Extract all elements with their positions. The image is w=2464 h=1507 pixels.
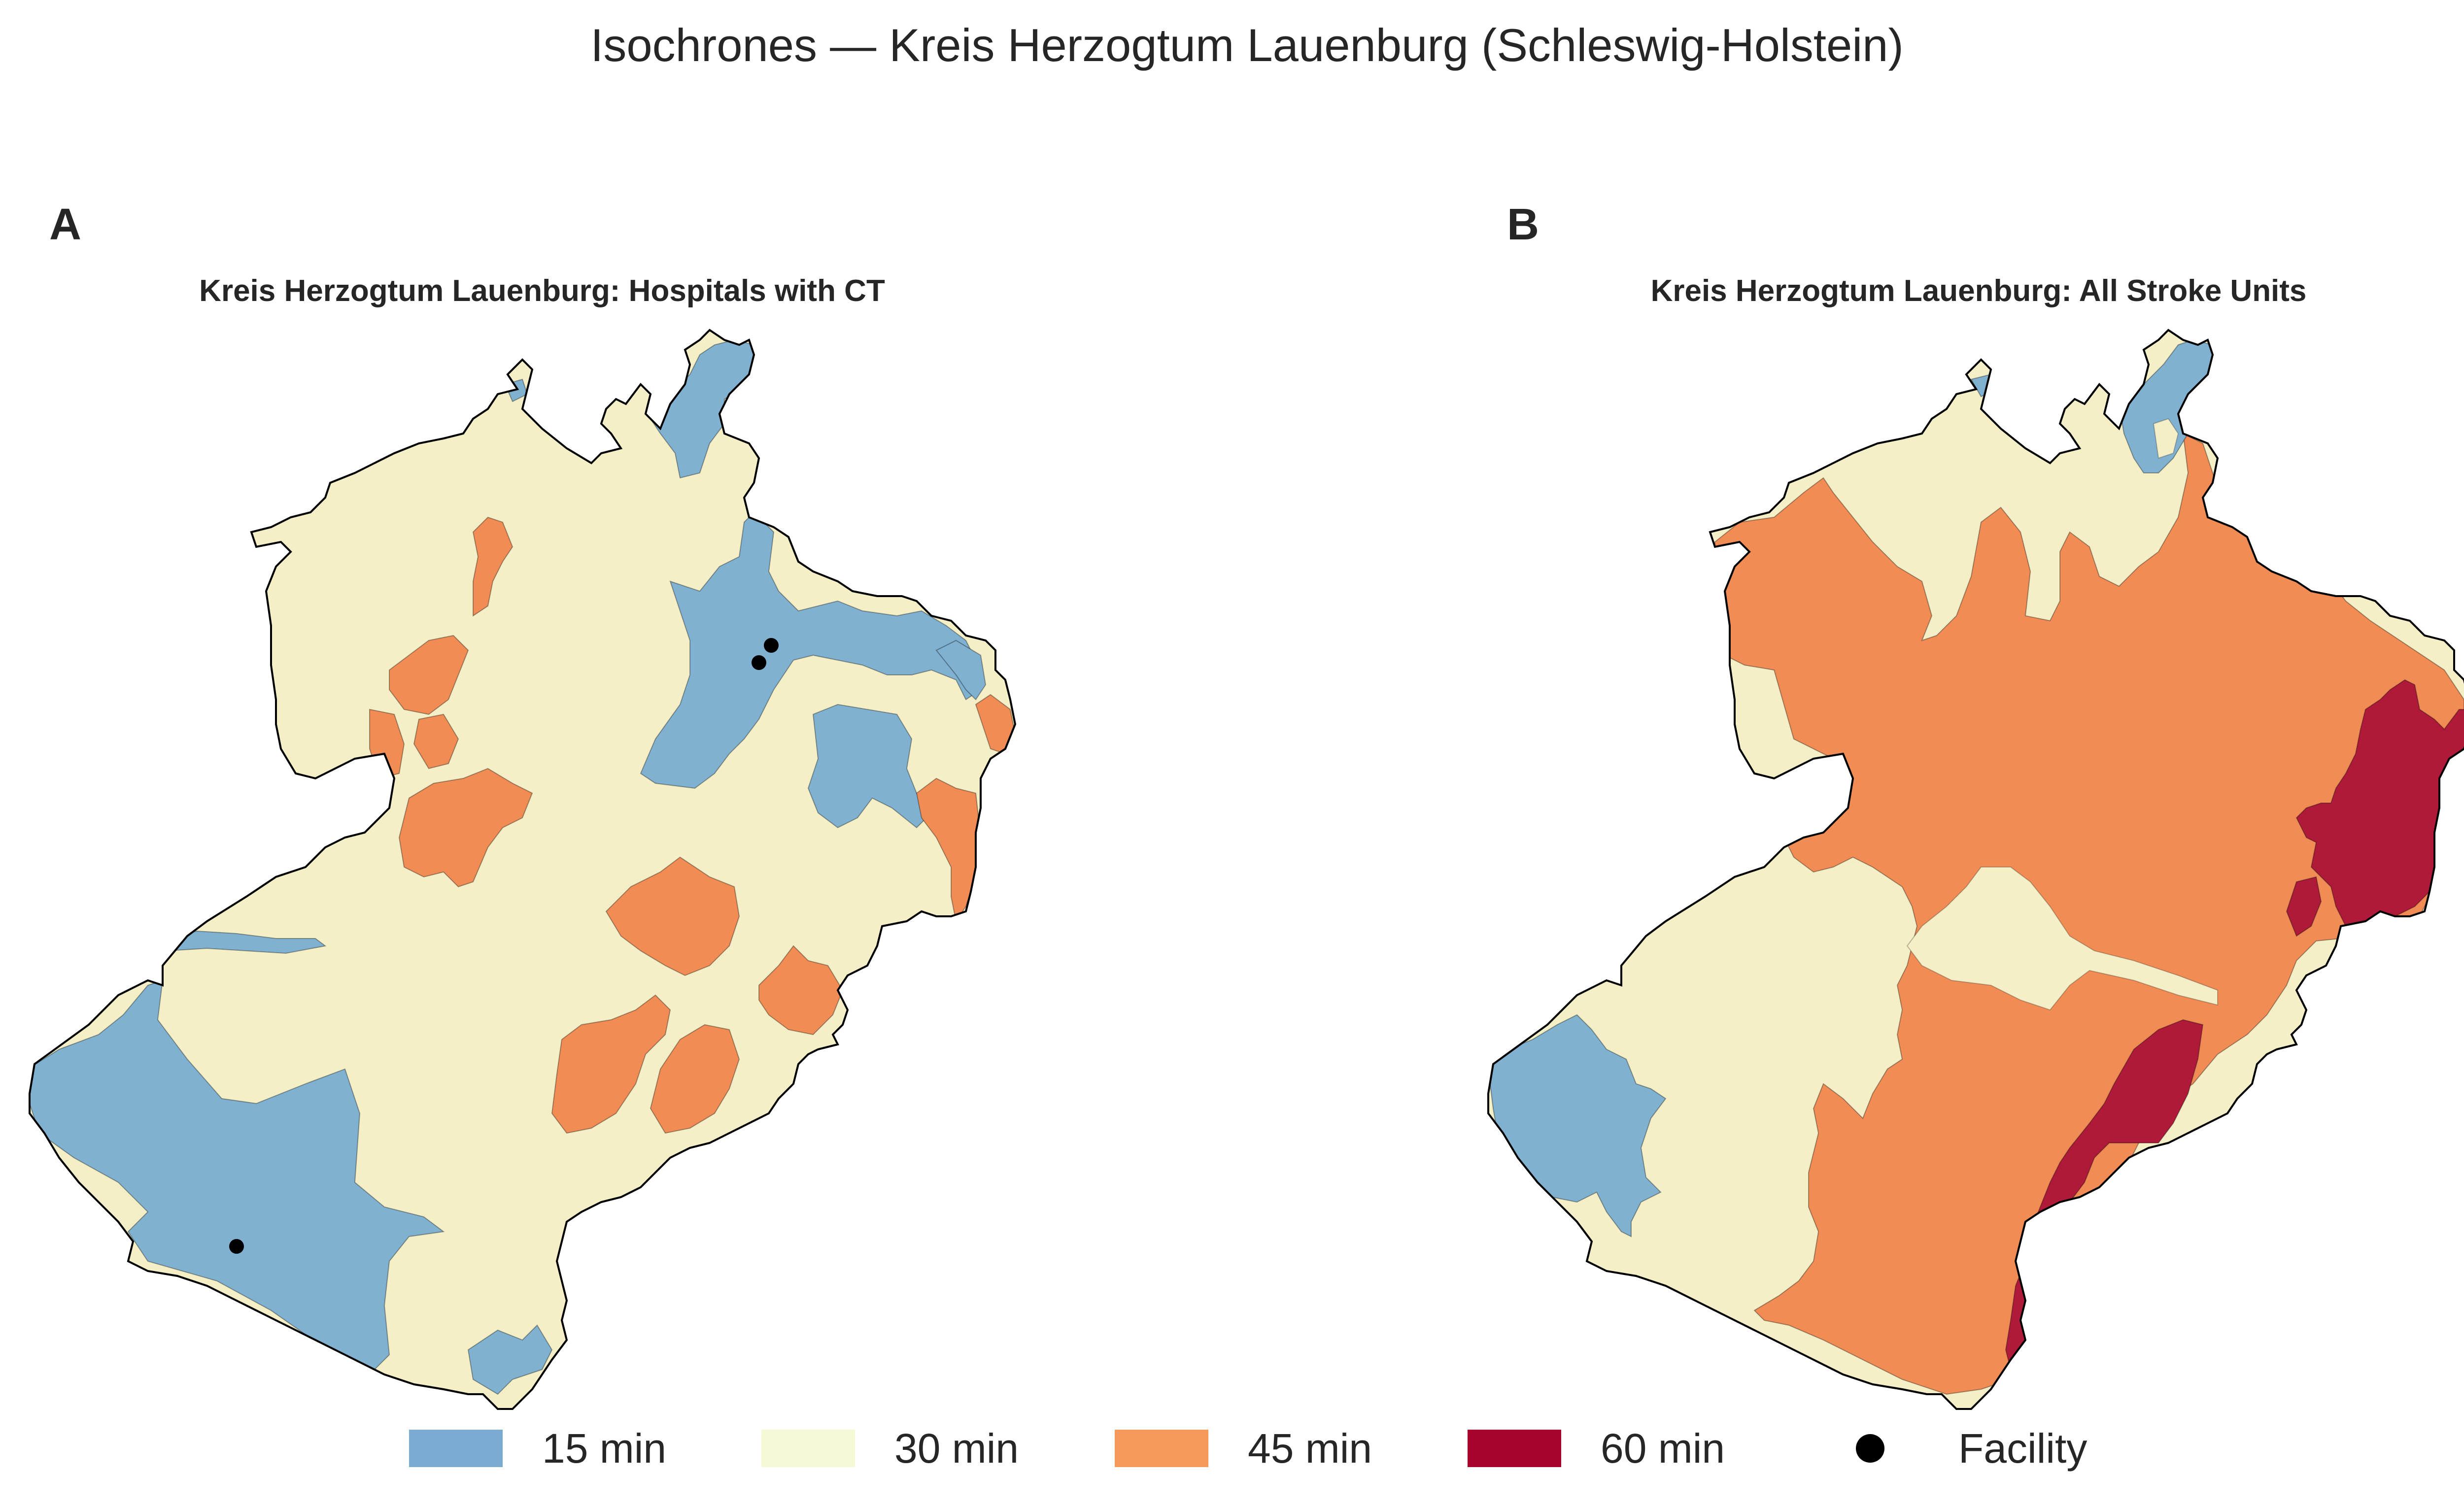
zone-45min-east-tip [975, 694, 1015, 755]
facility-legend-dot [1856, 1434, 1884, 1463]
legend-item-30: 30 min [761, 1419, 1019, 1478]
zone-15min-south-lobe [467, 1324, 553, 1395]
map-panel-a [29, 329, 1017, 1410]
legend-label: 30 min [894, 1425, 1019, 1472]
district-boundary-b [1487, 329, 2464, 1410]
map-panel-b [1487, 329, 2464, 1410]
legend-label: 45 min [1248, 1425, 1372, 1472]
zone-30min-corridor [1906, 867, 2218, 1011]
zone-30min-north-patch [2153, 418, 2179, 459]
zone-15min-southwest [30, 979, 445, 1371]
district-boundary-a [29, 329, 1017, 1410]
zone-45min-cluster-9 [650, 1024, 740, 1134]
panel-a-title: Kreis Herzogtum Lauenburg: Hospitals wit… [199, 274, 885, 308]
zone-15min-east [640, 511, 982, 789]
legend-label: 15 min [542, 1425, 667, 1472]
zone-45min-cluster-2 [389, 635, 469, 715]
isochrone-maps [29, 329, 2464, 1410]
legend-swatch [409, 1430, 503, 1467]
facility-marker [752, 655, 766, 670]
zone-45min-cluster-1 [472, 516, 513, 617]
legend-item-facility: Facility [1823, 1419, 2087, 1478]
legend: 15 min 30 min 45 min 60 min Facility [0, 1419, 2464, 1478]
zone-15min-east-finger [935, 639, 987, 701]
legend-item-60: 60 min [1468, 1419, 1725, 1478]
panel-b-title: Kreis Herzogtum Lauenburg: All Stroke Un… [1650, 274, 2307, 308]
legend-item-15: 15 min [409, 1419, 666, 1478]
figure-title: Isochrones — Kreis Herzogtum Lauenburg (… [590, 19, 1904, 71]
zone-60min-east-nib [2286, 876, 2322, 937]
zone-45min-cluster-6 [605, 856, 740, 976]
legend-swatch [1115, 1430, 1208, 1467]
zone-45min-cluster-5 [398, 768, 533, 888]
panel-a-letter: A [49, 200, 81, 249]
zone-45min-east-edge [916, 777, 982, 923]
legend-swatch [1468, 1430, 1561, 1467]
zone-45min-cluster-8 [551, 994, 671, 1134]
legend-label: 60 min [1601, 1425, 1725, 1472]
legend-swatch [761, 1430, 855, 1467]
facility-marker [764, 638, 779, 653]
zone-45min-cluster-7 [758, 945, 844, 1036]
zone-15min-strip [162, 930, 327, 954]
legend-label: Facility [1958, 1425, 2088, 1472]
legend-item-45: 45 min [1115, 1419, 1372, 1478]
zone-15min-east-lobe [807, 703, 932, 829]
facility-marker [229, 1239, 244, 1254]
panel-b-letter: B [1507, 200, 1539, 249]
zone-45min-cluster-4 [413, 713, 459, 770]
